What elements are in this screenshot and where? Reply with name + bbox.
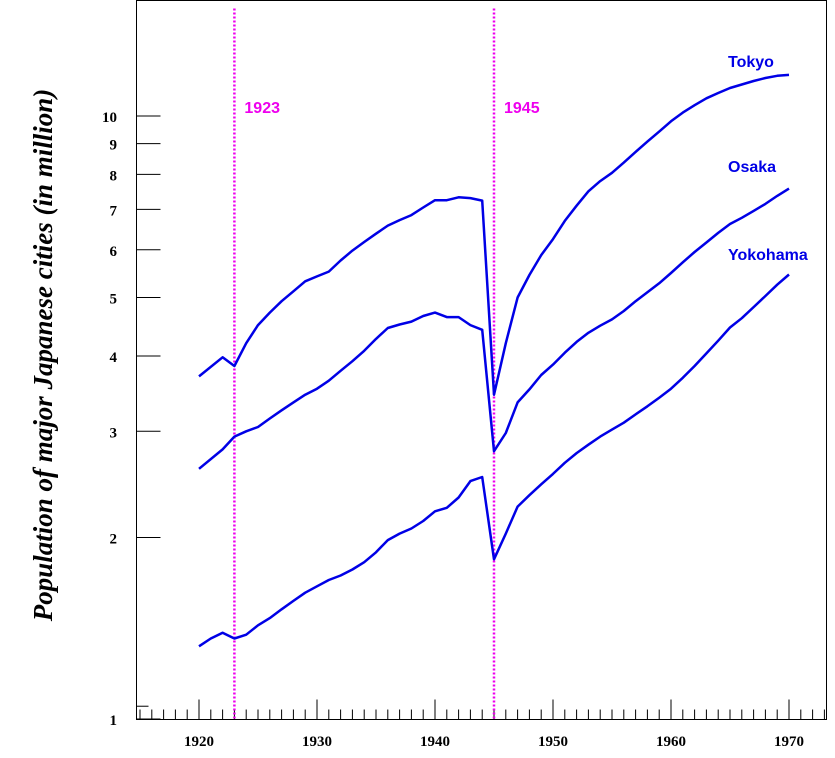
y-tick-label: 7 [110, 203, 118, 219]
x-tick-label: 1930 [302, 734, 332, 750]
x-tick-label: 1970 [774, 734, 804, 750]
vertical-markers: 1923 1945 [233, 8, 540, 720]
series-line-yokohama [198, 273, 790, 648]
y-tick-label: 4 [110, 350, 118, 366]
x-tick-label: 1920 [184, 734, 214, 750]
y-tick-label: 10 [102, 110, 117, 126]
marker-label-1923: 1923 [244, 100, 280, 117]
y-tick-label: 5 [110, 292, 118, 308]
series-labels: Tokyo Osaka Yokohama [728, 54, 808, 264]
x-axis-ticks: 1920 1930 1940 1950 1960 1970 [139, 699, 825, 750]
series-label-tokyo: Tokyo [728, 54, 774, 71]
y-tick-label: 8 [110, 168, 118, 184]
series-line-tokyo [198, 73, 790, 396]
x-tick-label: 1950 [538, 734, 568, 750]
y-axis-ticks: 1 2 3 4 5 6 7 8 9 10 [102, 110, 161, 729]
series-label-osaka: Osaka [728, 159, 776, 176]
y-axis-label: Population of major Japanese cities (in … [28, 89, 58, 623]
y-tick-label: 6 [110, 244, 118, 260]
y-tick-label: 3 [110, 425, 118, 441]
x-tick-label: 1940 [420, 734, 450, 750]
series-lines [198, 73, 790, 648]
y-tick-label: 1 [110, 713, 118, 729]
plot-frame [136, 0, 827, 720]
series-line-osaka [198, 187, 790, 470]
series-label-yokohama: Yokohama [728, 247, 808, 264]
y-tick-label: 2 [110, 531, 118, 547]
x-tick-label: 1960 [656, 734, 686, 750]
y-tick-label: 9 [110, 138, 118, 154]
marker-label-1945: 1945 [504, 100, 540, 117]
